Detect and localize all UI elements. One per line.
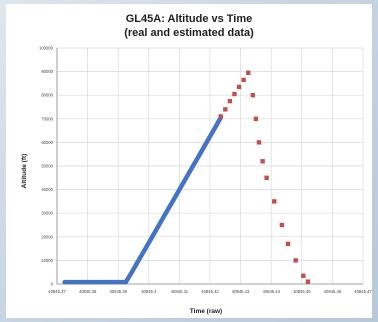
y-tick-label: 90000 [41, 69, 53, 74]
x-tick-label: 40845.47 [354, 289, 372, 294]
data-point-estimated [285, 241, 291, 247]
y-tick-label: 50000 [41, 164, 53, 169]
data-point-estimated [260, 159, 265, 164]
tick-labels: 40845.37 40845.38 40845.39 40845.4 40845.41 4… [39, 46, 372, 295]
y-tick-label: 30000 [41, 211, 53, 216]
x-tick-label: 40845.4 [141, 289, 157, 294]
x-tick-label: 40845.43 [232, 289, 250, 294]
x-tick-label: 40845.44 [262, 289, 280, 294]
data-point-estimated [246, 70, 251, 75]
y-tick-label: 60000 [41, 140, 53, 145]
data-point-estimated [264, 175, 269, 180]
chart-title: GL45A: Altitude vs Time [126, 13, 253, 25]
data-point-estimated [253, 116, 259, 121]
x-axis-label: Time (raw) [190, 308, 222, 315]
data-point-estimated [250, 93, 256, 98]
data-point-estimated [305, 279, 311, 284]
x-tick-label: 40845.39 [109, 289, 127, 294]
y-tick-label: 70000 [41, 116, 53, 121]
data-point-estimated [301, 273, 306, 278]
data-point-estimated [236, 84, 242, 90]
chart-card: GL45A: Altitude vs Time (real and estima… [6, 4, 372, 318]
gridlines [56, 47, 364, 285]
y-tick-label: 80000 [41, 93, 53, 98]
y-tick-label: 40000 [41, 187, 53, 192]
data-point-estimated [279, 222, 285, 228]
data-point-estimated [227, 98, 233, 104]
chart-subtitle: (real and estimated data) [124, 27, 254, 39]
x-tick-label: 40845.37 [48, 289, 66, 294]
altitude-chart: GL45A: Altitude vs Time (real and estima… [21, 13, 372, 315]
data-point-estimated [272, 199, 277, 204]
y-axis-label: Altitude (ft) [21, 154, 28, 189]
data-point-estimated [256, 140, 262, 145]
series-line-real [62, 115, 223, 285]
data-point-estimated [218, 114, 223, 119]
x-tick-label: 40845.45 [293, 289, 311, 294]
y-tick-label: 0 [51, 282, 54, 287]
y-tick-label: 10000 [41, 258, 53, 263]
data-point-estimated [223, 107, 228, 112]
data-point-estimated [293, 258, 298, 263]
x-tick-label: 40845.42 [201, 289, 219, 294]
x-tick-label: 40845.46 [324, 289, 342, 294]
x-tick-label: 40845.41 [171, 289, 189, 294]
y-tick-label: 100000 [39, 46, 54, 51]
y-tick-label: 20000 [41, 234, 53, 239]
plot-area [62, 70, 311, 285]
data-point-estimated [232, 91, 237, 97]
data-point-estimated [241, 77, 246, 83]
x-tick-label: 40845.38 [79, 289, 97, 294]
